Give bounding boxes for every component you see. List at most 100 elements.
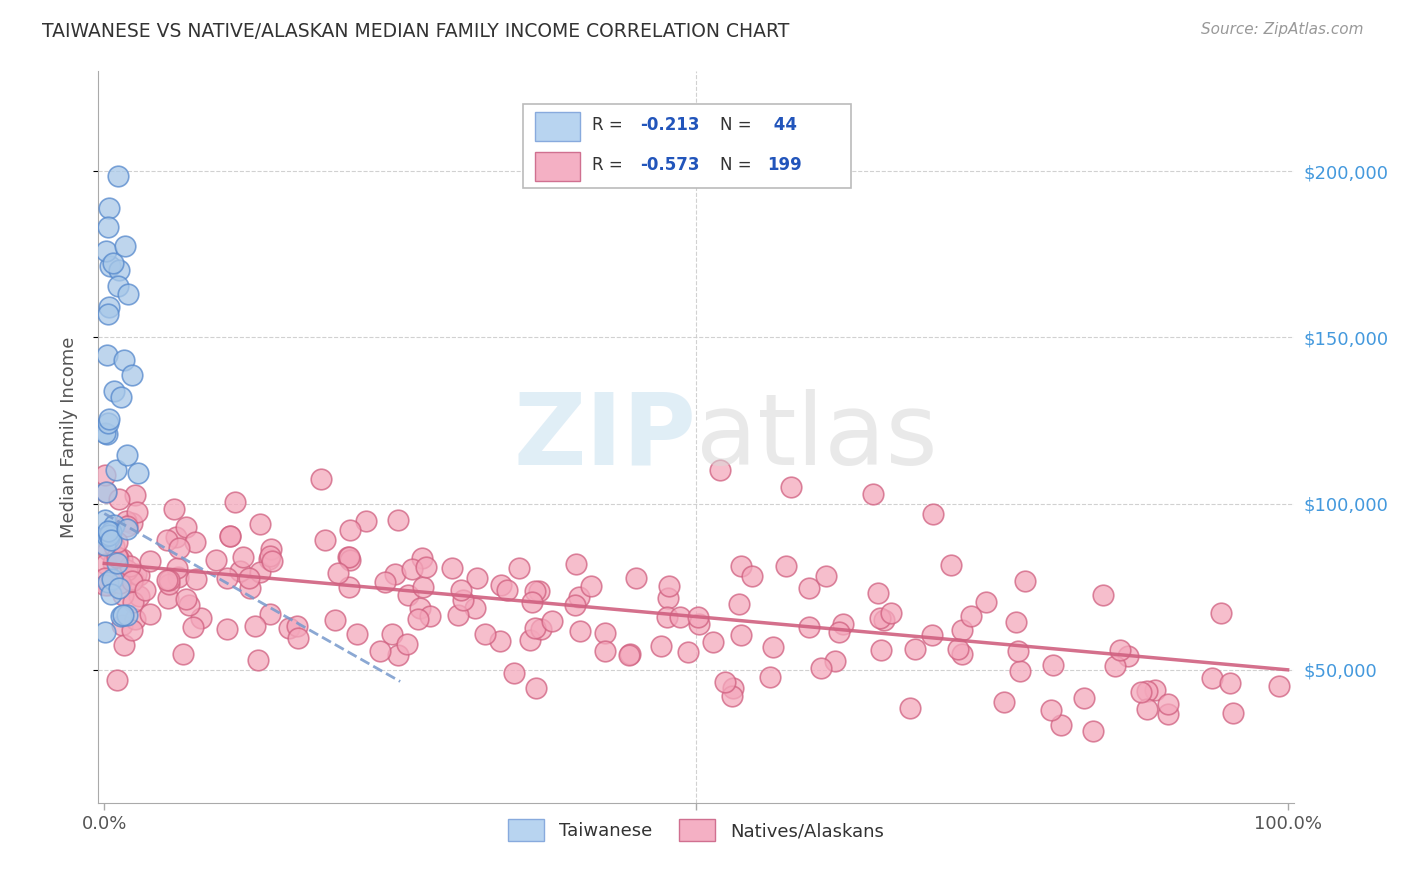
Point [98, 531, 121, 545]
Point [1156, 697, 1178, 711]
Point [374, 574, 396, 589]
Point [94, 244, 117, 258]
Point [186, 572, 208, 586]
Point [177, 598, 200, 612]
Point [259, 549, 281, 563]
Point [815, 569, 838, 583]
Point [1050, 718, 1073, 732]
Point [709, 463, 731, 477]
Point [97, 300, 120, 314]
Point [105, 556, 128, 570]
Point [1091, 588, 1114, 602]
Text: N =: N = [720, 116, 756, 134]
Point [94, 625, 117, 640]
Text: ZIP: ZIP [513, 389, 696, 485]
Point [950, 624, 973, 638]
Point [122, 595, 145, 609]
Point [1201, 672, 1223, 686]
Point [323, 613, 346, 627]
Point [121, 623, 143, 637]
Point [183, 534, 205, 549]
Point [238, 571, 260, 585]
Point [650, 639, 672, 653]
Point [181, 620, 204, 634]
Point [94, 513, 117, 527]
Point [172, 647, 194, 661]
Point [165, 530, 187, 544]
Point [1136, 684, 1159, 698]
Point [134, 583, 156, 598]
Point [157, 574, 180, 588]
Point [395, 637, 418, 651]
Point [401, 561, 423, 575]
Point [239, 581, 262, 595]
Point [617, 648, 640, 662]
Point [728, 597, 751, 611]
Point [108, 581, 131, 595]
Point [762, 640, 785, 654]
Point [205, 553, 228, 567]
Text: 199: 199 [768, 156, 803, 174]
Point [880, 606, 903, 620]
Point [657, 610, 679, 624]
Point [810, 660, 832, 674]
Point [688, 617, 710, 632]
Legend: Taiwanese, Natives/Alaskans: Taiwanese, Natives/Alaskans [501, 812, 891, 848]
Point [121, 574, 143, 589]
Point [1039, 703, 1062, 717]
Point [898, 701, 921, 715]
Point [117, 519, 139, 533]
Point [105, 550, 128, 565]
Point [593, 625, 616, 640]
Point [262, 554, 284, 568]
Text: atlas: atlas [696, 389, 938, 485]
Point [100, 587, 122, 601]
Point [1222, 706, 1244, 721]
Point [101, 556, 124, 570]
Point [115, 514, 138, 528]
Point [714, 674, 737, 689]
Point [759, 670, 782, 684]
Point [96, 427, 118, 442]
FancyBboxPatch shape [534, 112, 581, 141]
Point [174, 520, 197, 534]
Point [339, 552, 361, 566]
Point [381, 627, 404, 641]
Point [387, 513, 409, 527]
Point [107, 278, 129, 293]
Point [287, 631, 309, 645]
Point [115, 607, 138, 622]
Text: 44: 44 [768, 116, 797, 134]
Point [326, 566, 349, 580]
Point [285, 619, 308, 633]
Point [257, 552, 280, 566]
Point [219, 529, 242, 543]
Point [872, 614, 894, 628]
FancyBboxPatch shape [534, 152, 581, 181]
Point [1083, 724, 1105, 739]
Point [100, 525, 122, 540]
Point [157, 591, 180, 605]
Point [190, 611, 212, 625]
Point [155, 573, 177, 587]
Point [579, 579, 602, 593]
Point [519, 632, 541, 647]
Point [93, 425, 115, 440]
Point [524, 681, 547, 696]
Point [115, 563, 138, 577]
Point [163, 501, 186, 516]
Point [464, 600, 486, 615]
Point [346, 627, 368, 641]
Point [447, 608, 470, 623]
Point [97, 574, 120, 589]
Point [1136, 702, 1159, 716]
Point [409, 601, 432, 615]
Point [219, 529, 242, 543]
Point [105, 534, 128, 549]
Point [1219, 676, 1241, 690]
Point [1042, 658, 1064, 673]
Point [107, 550, 129, 565]
Point [741, 569, 763, 583]
Point [904, 642, 927, 657]
Point [720, 690, 742, 704]
